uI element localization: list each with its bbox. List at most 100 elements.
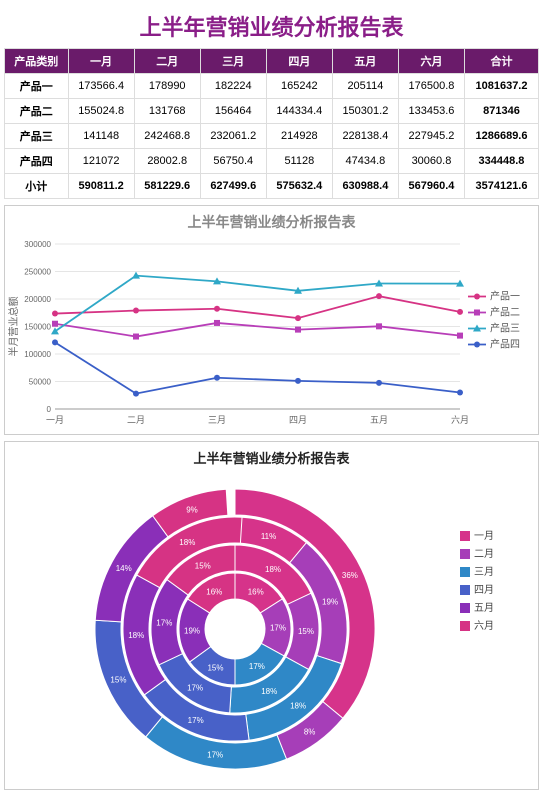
cell: 173566.4 [68,74,134,99]
cell: 28002.8 [134,149,200,174]
row-label: 产品二 [5,99,69,124]
svg-text:15%: 15% [110,675,126,684]
cell: 214928 [266,124,332,149]
cell: 575632.4 [266,174,332,199]
cell: 155024.8 [68,99,134,124]
report-page: 上半年营销业绩分析报告表 产品类别一月二月三月四月五月六月合计 产品一17356… [0,0,543,794]
svg-text:0: 0 [47,405,52,414]
cell: 178990 [134,74,200,99]
line-chart-box: 上半年营销业绩分析报告表 0 50000 100000 150000 200000 250… [4,205,539,435]
cell: 144334.4 [266,99,332,124]
cell: 242468.8 [134,124,200,149]
col-header: 六月 [398,49,464,74]
cell: 141148 [68,124,134,149]
cell: 156464 [200,99,266,124]
svg-text:产品一: 产品一 [490,290,520,303]
svg-text:三月: 三月 [208,415,226,425]
col-header: 三月 [200,49,266,74]
svg-text:产品二: 产品二 [490,306,520,319]
cell: 133453.6 [398,99,464,124]
cell: 121072 [68,149,134,174]
table-row: 产品一173566.417899018222416524220511417650… [5,74,539,99]
svg-text:17%: 17% [270,624,286,633]
svg-text:8%: 8% [304,728,316,737]
cell: 165242 [266,74,332,99]
line-chart-title: 上半年营销业绩分析报告表 [5,206,538,234]
row-label: 产品一 [5,74,69,99]
svg-text:半月营业总额: 半月营业总额 [7,297,20,357]
row-label: 产品三 [5,124,69,149]
svg-text:18%: 18% [265,565,281,574]
svg-text:六月: 六月 [451,414,469,425]
svg-text:250000: 250000 [24,268,51,277]
svg-text:200000: 200000 [24,295,51,304]
svg-text:四月: 四月 [474,584,494,596]
svg-text:二月: 二月 [474,548,494,560]
row-total: 1081637.2 [464,74,538,99]
svg-text:18%: 18% [290,701,306,710]
col-header: 产品类别 [5,49,69,74]
cell: 205114 [332,74,398,99]
row-total: 3574121.6 [464,174,538,199]
cell: 30060.8 [398,149,464,174]
svg-text:16%: 16% [206,587,222,596]
svg-text:二月: 二月 [127,415,145,425]
svg-text:36%: 36% [342,571,358,580]
subtotal-row: 小计590811.2581229.6627499.6575632.4630988… [5,174,539,199]
svg-text:17%: 17% [188,716,204,725]
svg-text:15%: 15% [195,562,211,571]
svg-text:14%: 14% [116,564,132,573]
svg-text:六月: 六月 [474,620,494,632]
table-row: 产品二155024.8131768156464144334.4150301.21… [5,99,539,124]
col-header: 四月 [266,49,332,74]
svg-text:19%: 19% [184,626,200,635]
svg-text:产品三: 产品三 [490,322,520,335]
col-header: 五月 [332,49,398,74]
row-total: 334448.8 [464,149,538,174]
svg-text:18%: 18% [128,631,144,640]
svg-text:一月: 一月 [474,530,494,542]
svg-text:17%: 17% [187,684,203,693]
cell: 131768 [134,99,200,124]
page-title: 上半年营销业绩分析报告表 [4,4,539,48]
svg-text:9%: 9% [186,506,198,515]
svg-text:17%: 17% [207,750,223,759]
svg-text:产品四: 产品四 [490,338,520,351]
cell: 232061.2 [200,124,266,149]
svg-text:15%: 15% [298,627,314,636]
cell: 567960.4 [398,174,464,199]
svg-text:50000: 50000 [29,378,52,387]
svg-text:18%: 18% [179,538,195,547]
svg-text:一月: 一月 [46,415,64,425]
cell: 51128 [266,149,332,174]
svg-text:100000: 100000 [24,350,51,359]
row-label: 产品四 [5,149,69,174]
col-header: 二月 [134,49,200,74]
svg-text:15%: 15% [207,663,223,672]
svg-text:18%: 18% [261,687,277,696]
svg-text:19%: 19% [322,597,338,606]
svg-text:17%: 17% [156,618,172,627]
donut-chart: 16% 17% 17% 15% 19% 16% 18% 15% 18% 17% 17% 15% 11% 1… [5,469,540,789]
cell: 228138.4 [332,124,398,149]
svg-text:五月: 五月 [370,415,388,425]
cell: 627499.6 [200,174,266,199]
svg-text:五月: 五月 [474,602,494,614]
row-total: 1286689.6 [464,124,538,149]
sales-table: 产品类别一月二月三月四月五月六月合计 产品一173566.41789901822… [4,48,539,199]
cell: 47434.8 [332,149,398,174]
svg-text:三月: 三月 [474,566,494,578]
svg-text:300000: 300000 [24,240,51,249]
row-label: 小计 [5,174,69,199]
cell: 630988.4 [332,174,398,199]
svg-text:150000: 150000 [24,323,51,332]
row-total: 871346 [464,99,538,124]
svg-text:16%: 16% [248,587,264,596]
cell: 150301.2 [332,99,398,124]
cell: 581229.6 [134,174,200,199]
donut-chart-box: 上半年营销业绩分析报告表 16%17%17%15%19%16%18%15%18%… [4,441,539,790]
svg-text:11%: 11% [261,532,276,541]
col-header: 合计 [464,49,538,74]
col-header: 一月 [68,49,134,74]
line-chart: 0 50000 100000 150000 200000 250000 300000 半月营业… [5,234,540,434]
